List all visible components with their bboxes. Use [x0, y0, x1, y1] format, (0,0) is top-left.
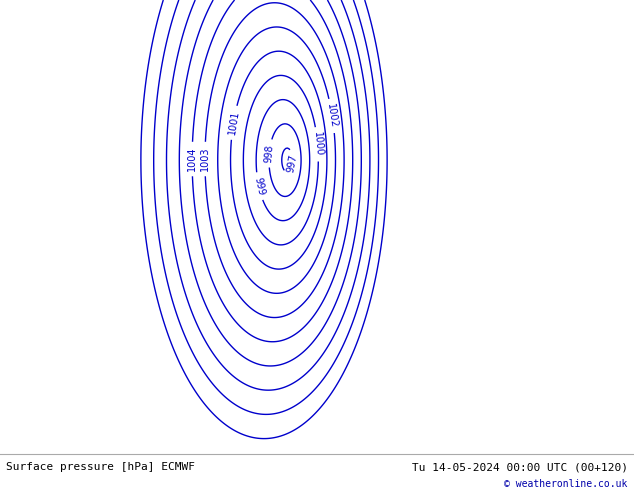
Text: 1002: 1002 [325, 103, 339, 129]
Text: 1001: 1001 [226, 110, 240, 136]
Text: 998: 998 [264, 144, 275, 163]
Text: 997: 997 [285, 153, 299, 173]
Text: Tu 14-05-2024 00:00 UTC (00+120): Tu 14-05-2024 00:00 UTC (00+120) [411, 462, 628, 472]
Text: 999: 999 [252, 176, 266, 196]
Text: 1004: 1004 [187, 147, 197, 172]
Text: 1003: 1003 [200, 147, 210, 172]
Text: © weatheronline.co.uk: © weatheronline.co.uk [504, 480, 628, 490]
Text: Surface pressure [hPa] ECMWF: Surface pressure [hPa] ECMWF [6, 462, 195, 472]
Text: 1000: 1000 [311, 132, 323, 157]
